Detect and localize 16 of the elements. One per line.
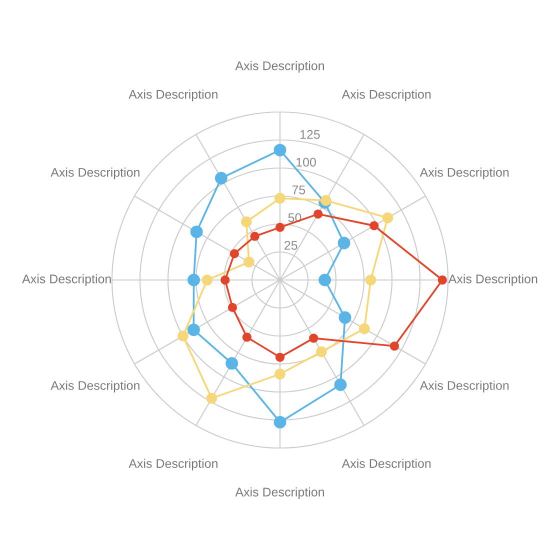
spoke-label: Axis Description xyxy=(448,274,538,286)
spoke-label: Axis Description xyxy=(50,168,140,180)
y-tick-label: 125 xyxy=(300,130,320,139)
y-tick-label: 25 xyxy=(284,240,298,250)
spoke-label: Axis Description xyxy=(342,458,431,470)
spoke-label: Axis Description xyxy=(128,90,218,102)
spoke-label: Axis Description xyxy=(342,90,431,102)
spoke-label: Axis Description xyxy=(50,380,140,392)
spoke-label: Axis Description xyxy=(22,274,111,286)
spoke-label: Axis Description xyxy=(420,168,509,180)
spoke-label: Axis Description xyxy=(128,458,218,470)
spoke-label: Axis Description xyxy=(235,487,324,499)
spoke-label: Axis Description xyxy=(420,380,509,392)
spoke-label: Axis Description xyxy=(235,61,324,73)
y-tick-label: 75 xyxy=(292,186,306,194)
y-tick-label: 100 xyxy=(296,158,316,167)
